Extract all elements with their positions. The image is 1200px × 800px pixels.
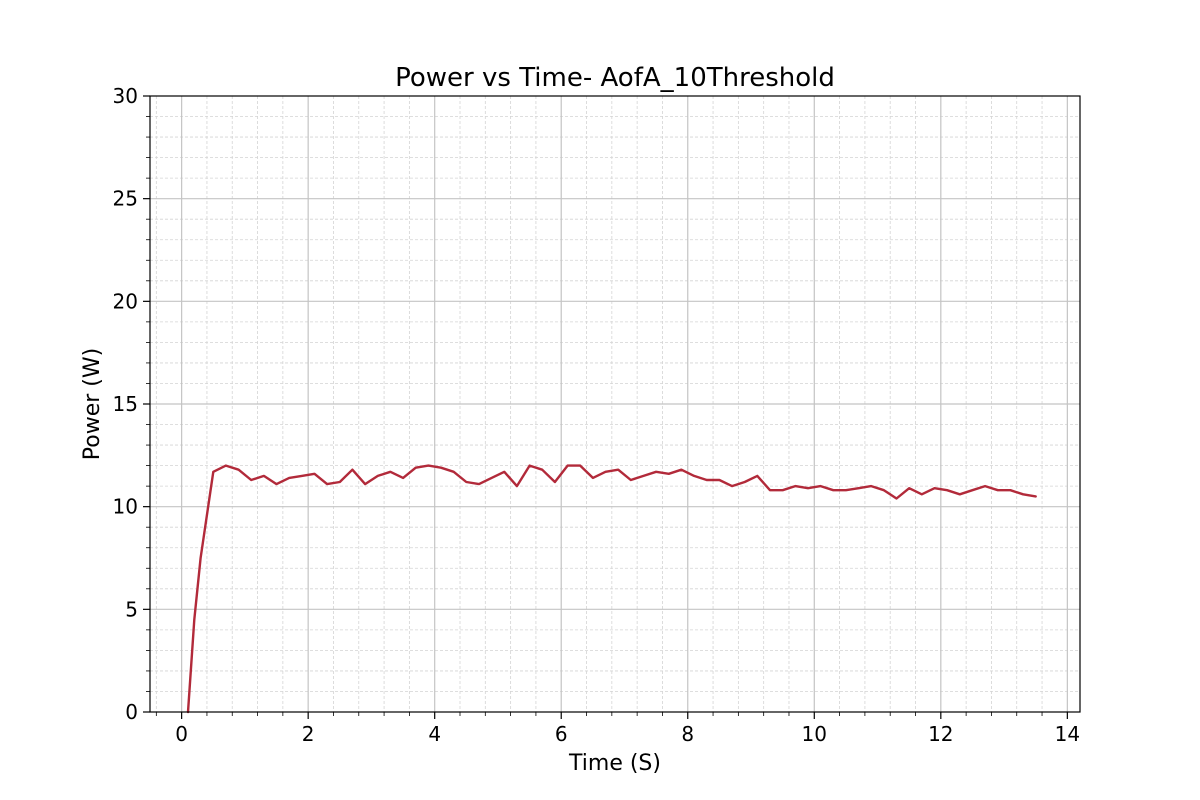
x-tick-label: 14 — [1055, 722, 1080, 746]
power-series-line — [186, 464, 1037, 714]
y-tick-label: 10 — [113, 495, 138, 519]
x-tick-label: 12 — [928, 722, 953, 746]
x-tick-label: 2 — [302, 722, 315, 746]
x-tick-label: 8 — [681, 722, 694, 746]
y-tick-label: 0 — [125, 700, 138, 724]
y-tick-label: 25 — [113, 187, 138, 211]
chart-title: Power vs Time- AofA_10Threshold — [395, 63, 835, 93]
y-tick-label: 5 — [125, 597, 138, 621]
y-tick-label: 15 — [113, 392, 138, 416]
x-axis-label: Time (S) — [568, 751, 661, 776]
x-tick-label: 10 — [802, 722, 827, 746]
major-grid — [150, 96, 1080, 712]
x-tick-label: 0 — [175, 722, 188, 746]
y-tick-label: 20 — [113, 289, 138, 313]
x-tick-label: 6 — [555, 722, 568, 746]
y-tick-label: 30 — [113, 84, 138, 108]
y-axis-label: Power (W) — [80, 348, 105, 460]
x-tick-label: 4 — [428, 722, 441, 746]
axis-ticks — [143, 95, 1068, 719]
tick-labels: 0 2 4 6 8 10 12 14 0 5 10 15 20 25 30 — [113, 84, 1081, 746]
series-layer — [186, 464, 1037, 714]
